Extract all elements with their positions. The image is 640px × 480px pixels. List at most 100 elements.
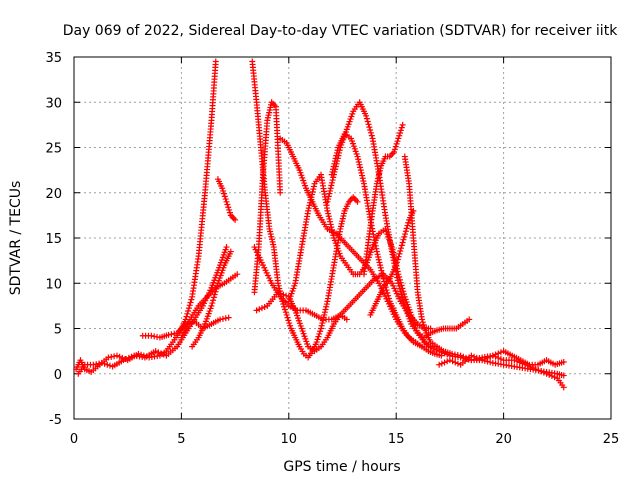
data-point-interp [328,226,335,233]
data-point-interp [396,283,403,290]
data-point-interp [421,324,428,331]
data-point-interp [395,253,402,260]
data-point-interp [185,305,192,312]
data-point-interp [101,360,108,367]
data-point-interp [258,305,265,312]
data-point [90,361,97,368]
data-point-interp [367,126,374,133]
data-point-interp [310,183,317,190]
series-arc-13 [324,99,473,341]
data-point [165,331,172,338]
data-point-interp [363,115,370,122]
y-tick-label: 25 [45,142,62,157]
data-point-interp [487,353,494,360]
data-point-interp [93,361,100,368]
data-point-interp [317,328,324,335]
data-point-interp [428,344,435,351]
data-point-interp [108,353,115,360]
data-point-interp [151,333,158,340]
data-point-interp [284,314,291,321]
data-point-interp [321,311,328,318]
data-point [324,198,331,205]
data-point-interp [308,194,315,201]
data-point-interp [185,307,192,314]
data-point-interp [329,177,336,184]
data-point-interp [419,319,426,326]
data-point-interp [392,143,399,150]
chart-title: Day 069 of 2022, Sidereal Day-to-day VTE… [63,23,618,39]
data-point-interp [452,359,459,366]
data-point [212,58,219,65]
data-point-interp [326,215,333,222]
y-tick-label: -5 [49,413,62,428]
data-point-interp [400,300,407,307]
data-point-interp [374,251,381,258]
data-points [73,58,567,391]
data-point-interp [325,196,332,203]
data-point-interp [438,360,445,367]
data-point [373,248,380,255]
data-point-interp [379,273,386,280]
data-point [343,316,350,323]
data-point-interp [306,202,313,209]
data-point [425,343,432,350]
data-point-interp [325,193,332,200]
data-point [225,314,232,321]
x-tick-label: 25 [603,432,620,447]
data-point-interp [286,320,293,327]
data-point [318,325,325,332]
data-point [446,357,453,364]
data-point [277,189,284,196]
data-point-interp [213,285,220,292]
data-point-interp [188,296,195,303]
data-point [253,307,260,314]
data-point-interp [476,356,483,363]
data-point [468,352,475,359]
x-tick-label: 20 [495,432,512,447]
data-point-interp [326,190,333,197]
data-point-interp [360,177,367,184]
y-tick-label: 5 [54,323,62,338]
data-point-interp [123,356,130,363]
data-point-interp [327,218,334,225]
data-point-interp [359,175,366,182]
data-point-interp [323,301,330,308]
data-point-interp [220,190,227,197]
data-point-interp [385,292,392,299]
data-point-interp [365,121,372,128]
data-point-interp [535,367,542,374]
data-point-interp [357,164,364,171]
data-point-interp [211,291,218,298]
data-point [98,359,105,366]
data-point [391,149,398,156]
data-point-interp [116,353,123,360]
data-point-interp [331,160,338,167]
data-point-interp [281,303,288,310]
data-point-interp [396,285,403,292]
data-point-interp [367,129,374,136]
data-point-interp [282,309,289,316]
data-point-interp [444,358,451,365]
data-point-interp [160,351,167,358]
data-point [148,332,155,339]
data-point-interp [397,130,404,137]
data-point [152,348,159,355]
data-point-interp [471,353,478,360]
series-arc-5 [189,248,234,350]
data-point-interp [444,351,451,358]
series-arc-8 [251,99,284,296]
data-point [223,244,230,251]
data-point-interp [334,147,341,154]
data-point-interp [405,219,412,226]
data-point-interp [497,356,504,363]
data-point-interp [551,374,558,381]
data-point-interp [438,349,445,356]
data-point-interp [377,262,384,269]
data-point [227,248,234,255]
data-point [489,352,496,359]
y-tick-label: 30 [45,96,62,111]
data-point-interp [441,359,448,366]
data-point-interp [394,256,401,263]
data-point [354,198,361,205]
